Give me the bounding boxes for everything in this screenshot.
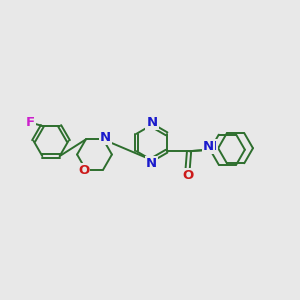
Text: N: N [206,140,217,153]
Text: O: O [78,164,89,177]
Text: F: F [26,116,35,129]
Text: N: N [146,116,158,129]
Text: N: N [100,131,111,144]
Text: N: N [203,140,214,153]
Text: N: N [146,157,157,170]
Text: O: O [182,169,193,182]
